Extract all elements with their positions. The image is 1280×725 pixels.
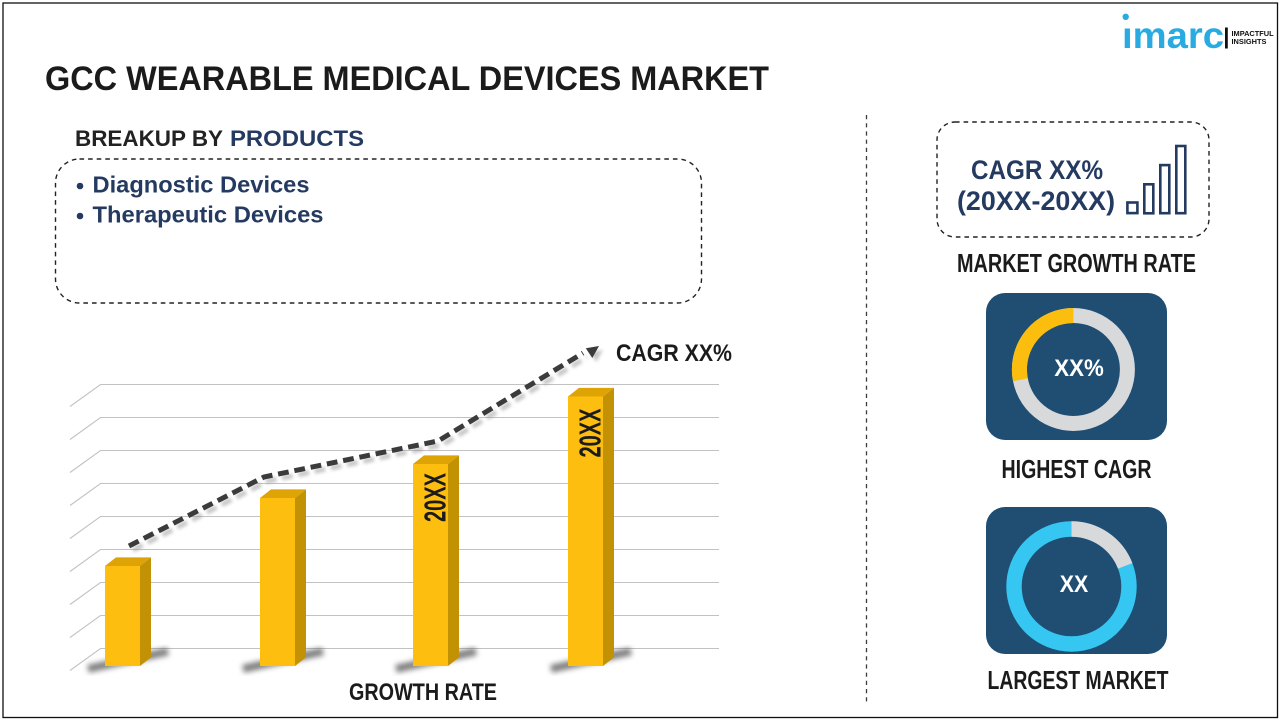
svg-text:CAGR XX%: CAGR XX% [971, 155, 1103, 185]
svg-text:20XX: 20XX [419, 473, 453, 522]
svg-text:20XX: 20XX [574, 408, 608, 457]
svg-text:(20XX-20XX): (20XX-20XX) [957, 186, 1115, 216]
svg-text:HIGHEST CAGR: HIGHEST CAGR [1002, 454, 1152, 484]
svg-text:PRODUCTS: PRODUCTS [230, 126, 364, 151]
svg-text:IMPACTFUL: IMPACTFUL [1232, 29, 1275, 38]
svg-text:GCC WEARABLE MEDICAL DEVICES M: GCC WEARABLE MEDICAL DEVICES MARKET [45, 60, 769, 98]
svg-text:Therapeutic Devices: Therapeutic Devices [93, 202, 324, 228]
svg-text:LARGEST MARKET: LARGEST MARKET [988, 665, 1169, 695]
svg-text:XX%: XX% [1054, 355, 1104, 382]
svg-text:Diagnostic Devices: Diagnostic Devices [93, 172, 310, 198]
svg-text:XX: XX [1060, 571, 1089, 598]
svg-text:BREAKUP BY: BREAKUP BY [75, 126, 223, 151]
svg-text:CAGR XX%: CAGR XX% [616, 340, 732, 367]
svg-text:GROWTH RATE: GROWTH RATE [349, 679, 497, 706]
svg-text:ımarc: ımarc [1122, 15, 1224, 56]
svg-text:INSIGHTS: INSIGHTS [1232, 37, 1267, 46]
svg-text:MARKET GROWTH RATE: MARKET GROWTH RATE [957, 248, 1196, 278]
